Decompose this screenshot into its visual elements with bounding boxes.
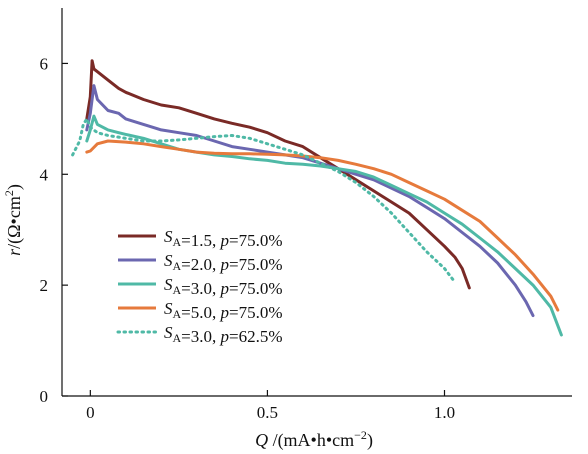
- legend-entry-4: SA=5.0, p=75.0%: [164, 299, 283, 322]
- legend-entry-1: SA=1.5, p=75.0%: [164, 227, 283, 250]
- y-tick-label: 2: [40, 276, 49, 295]
- x-tick-label: 0.5: [257, 403, 278, 422]
- axis-titles: Q /(mA•h•cm−2) r/(Ω•cm2): [2, 184, 373, 451]
- legend: SA=1.5, p=75.0%SA=2.0, p=75.0%SA=3.0, p=…: [116, 227, 283, 346]
- x-tick-label: 0: [86, 403, 95, 422]
- plot-area: [71, 59, 563, 337]
- x-tick-label: 1.0: [434, 403, 455, 422]
- y-tick-label: 6: [40, 54, 49, 73]
- series-line-1: [85, 59, 471, 290]
- y-tick-label: 0: [40, 387, 49, 406]
- series-line-5: [71, 117, 457, 284]
- y-axis-title: r/(Ω•cm2): [2, 184, 25, 256]
- series-line-4: [85, 139, 560, 312]
- series-line-3: [85, 114, 563, 337]
- legend-entry-5: SA=3.0, p=62.5%: [164, 323, 283, 346]
- axes: 0 0.5 1.0 0 2 4 6: [40, 8, 572, 422]
- x-axis-title: Q /(mA•h•cm−2): [255, 428, 373, 451]
- legend-entry-2: SA=2.0, p=75.0%: [164, 251, 283, 274]
- y-tick-label: 4: [40, 165, 49, 184]
- legend-entry-3: SA=3.0, p=75.0%: [164, 275, 283, 298]
